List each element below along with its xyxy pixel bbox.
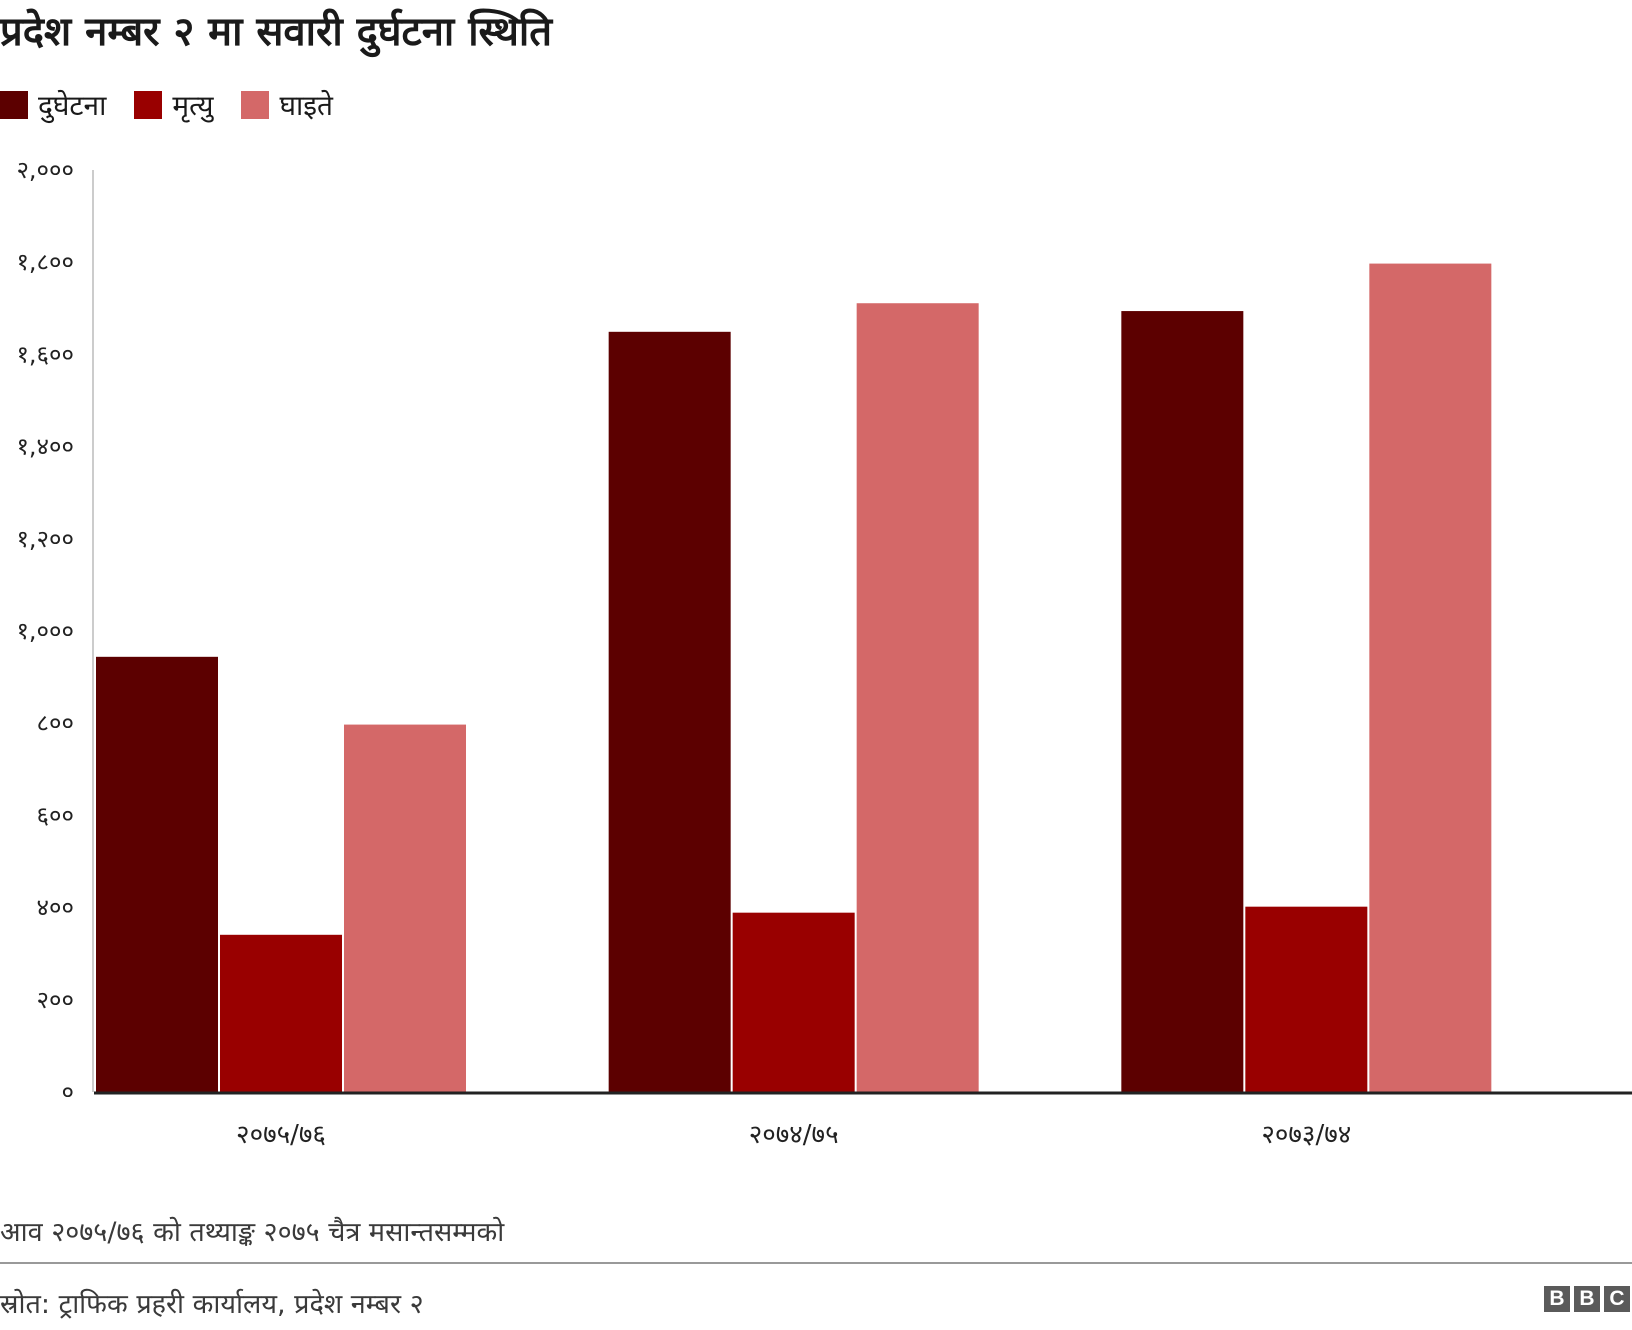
y-tick-label: ० [62, 1078, 74, 1106]
chart-footnote: आव २०७५/७६ को तथ्याङ्क २०७५ चैत्र मसान्त… [0, 1217, 505, 1248]
bar [220, 934, 342, 1092]
y-tick-label: २०० [37, 986, 74, 1014]
bar [856, 303, 979, 1092]
bar-chart: ० २०० ४०० ६०० ८०० १,००० १,२०० १,४०० १,६०० १,८०० २,… [16, 156, 1632, 1150]
y-tick-label: ८०० [37, 709, 74, 737]
bar [344, 724, 466, 1092]
legend-label-accidents: दुघेटना [38, 89, 107, 122]
legend-swatch-accidents [0, 91, 28, 119]
bbc-logo: B B C [1544, 1286, 1630, 1312]
y-tick-label: ४०० [37, 894, 74, 922]
chart-title: प्रदेश नम्बर २ मा सवारी दुर्घटना स्थिति [0, 9, 553, 55]
footer-divider [0, 1262, 1632, 1264]
legend-item-deaths: मृत्यु [134, 86, 213, 124]
y-tick-label: १,६०० [16, 340, 74, 368]
bbc-logo-letter: C [1604, 1286, 1630, 1312]
y-tick-label: १,८०० [16, 248, 74, 276]
x-tick-label: २०७३/७४ [1261, 1120, 1351, 1150]
legend-label-deaths: मृत्यु [172, 89, 214, 122]
bar-series-group [96, 263, 1492, 1092]
x-axis-tick-labels: २०७५/७६ २०७४/७५ २०७३/७४ [236, 1120, 1351, 1150]
bbc-logo-letter: B [1574, 1286, 1600, 1312]
bar [96, 656, 218, 1092]
y-tick-label: २,००० [16, 156, 74, 184]
bar [732, 912, 855, 1092]
chart-source: स्रोत: ट्राफिक प्रहरी कार्यालय, प्रदेश न… [0, 1289, 424, 1320]
y-tick-label: १,४०० [16, 433, 74, 461]
y-tick-label: ६०० [37, 801, 74, 829]
legend-item-accidents: दुघेटना [0, 86, 106, 124]
x-tick-label: २०७५/७६ [236, 1120, 326, 1150]
bar [608, 331, 731, 1092]
bbc-logo-letter: B [1544, 1286, 1570, 1312]
bar [1121, 311, 1244, 1092]
y-tick-label: १,००० [16, 617, 74, 645]
bar [1369, 263, 1492, 1092]
legend-item-injured: घाइते [241, 86, 333, 124]
y-tick-label: १,२०० [16, 525, 74, 553]
bar [1245, 906, 1368, 1092]
x-tick-label: २०७४/७५ [749, 1120, 839, 1150]
legend-label-injured: घाइते [279, 89, 333, 122]
legend-swatch-injured [241, 91, 270, 119]
y-axis-tick-labels: ० २०० ४०० ६०० ८०० १,००० १,२०० १,४०० १,६०० १,८०० २,… [16, 156, 74, 1106]
legend-swatch-deaths [134, 91, 163, 119]
chart-legend: दुघेटना मृत्यु घाइते [0, 86, 333, 124]
